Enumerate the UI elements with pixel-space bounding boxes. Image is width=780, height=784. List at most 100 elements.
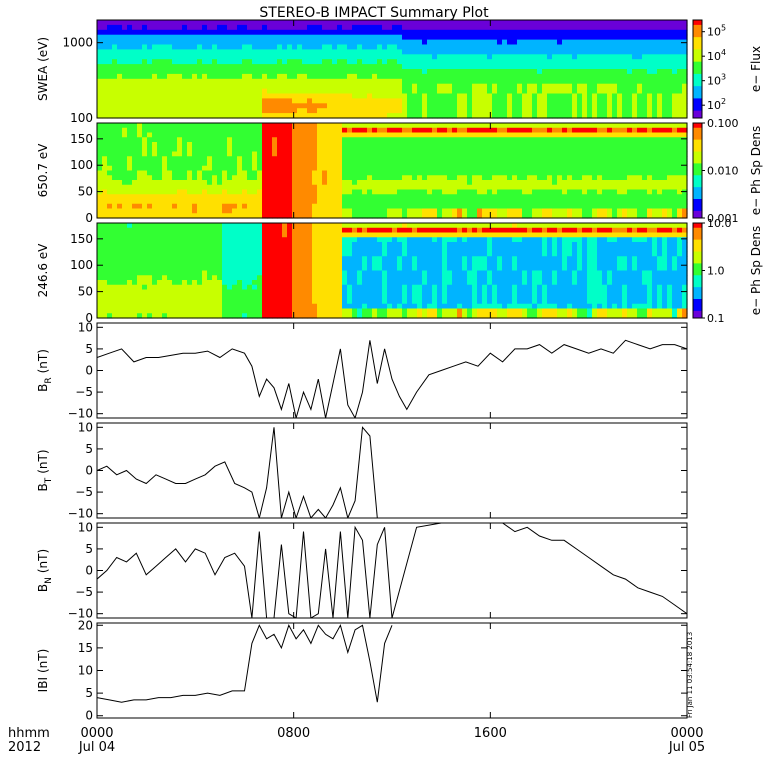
spectrogram-cell — [352, 166, 358, 171]
spectrogram-cell — [132, 142, 138, 147]
spectrogram-cell — [572, 128, 578, 133]
spectrogram-cell — [322, 25, 328, 31]
spectrogram-cell — [192, 142, 198, 147]
spectrogram-cell — [397, 20, 403, 26]
spectrogram-cell — [297, 194, 303, 199]
spectrogram-cell — [467, 199, 473, 204]
spectrogram-cell — [617, 128, 623, 133]
spectrogram-cell — [467, 137, 473, 142]
spectrogram-cell — [202, 171, 208, 176]
spectrogram-cell — [97, 204, 103, 209]
spectrogram-cell — [177, 30, 183, 36]
spectrogram-cell — [472, 98, 478, 104]
spectrogram-cell — [182, 74, 188, 80]
spectrogram-cell — [152, 74, 158, 80]
spectrogram-cell — [312, 74, 318, 80]
spectrogram-cell — [642, 199, 648, 204]
spectrogram-cell — [507, 54, 513, 60]
spectrogram-cell — [367, 180, 373, 185]
spectrogram-cell — [652, 147, 658, 152]
spectrogram-cell — [642, 30, 648, 36]
spectrogram-cell — [147, 25, 153, 31]
spectrogram-cell — [642, 137, 648, 142]
spectrogram-cell — [537, 94, 543, 100]
spectrogram-cell — [422, 128, 428, 133]
spectrogram-cell — [627, 79, 633, 85]
spectrogram-cell — [517, 20, 523, 26]
spectrogram-cell — [117, 74, 123, 80]
spectrogram-cell — [167, 204, 173, 209]
spectrogram-cell — [442, 69, 448, 75]
spectrogram-cell — [127, 89, 133, 95]
spectrogram-cell — [542, 175, 548, 180]
spectrogram-cell — [357, 40, 363, 46]
spectrogram-cell — [172, 161, 178, 166]
spectrogram-cell — [502, 166, 508, 171]
spectrogram-cell — [627, 25, 633, 31]
spectrogram-cell — [647, 156, 653, 161]
spectrogram-cell — [107, 89, 113, 95]
spectrogram-cell — [622, 45, 628, 51]
spectrogram-cell — [672, 180, 678, 185]
spectrogram-cell — [387, 171, 393, 176]
spectrogram-cell — [152, 166, 158, 171]
spectrogram-cell — [407, 94, 413, 100]
spectrogram-cell — [337, 49, 343, 55]
spectrogram-cell — [527, 128, 533, 133]
spectrogram-cell — [582, 147, 588, 152]
spectrogram-cell — [547, 49, 553, 55]
spectrogram-cell — [597, 49, 603, 55]
spectrogram-cell — [367, 74, 373, 80]
spectrogram-cell — [397, 161, 403, 166]
spectrogram-cell — [117, 175, 123, 180]
spectrogram-cell — [302, 35, 308, 41]
spectrogram-cell — [602, 35, 608, 41]
spectrogram-cell — [662, 128, 668, 133]
spectrogram-cell — [607, 180, 613, 185]
spectrogram-cell — [397, 94, 403, 100]
spectrogram-cell — [172, 69, 178, 75]
spectrogram-cell — [587, 128, 593, 133]
spectrogram-cell — [492, 171, 498, 176]
spectrogram-cell — [247, 54, 253, 60]
spectrogram-cell — [277, 175, 283, 180]
spectrogram-cell — [202, 98, 208, 104]
spectrogram-cell — [452, 74, 458, 80]
spectrogram-cell — [182, 190, 188, 195]
spectrogram-cell — [452, 147, 458, 152]
spectrogram-cell — [227, 142, 233, 147]
spectrogram-cell — [152, 209, 158, 214]
spectrogram-cell — [572, 147, 578, 152]
spectrogram-cell — [257, 25, 263, 31]
spectrogram-cell — [672, 128, 678, 133]
spectrogram-cell — [162, 166, 168, 171]
spectrogram-cell — [122, 74, 128, 80]
spectrogram-cell — [522, 142, 528, 147]
spectrogram-cell — [117, 185, 123, 190]
spectrogram-cell — [667, 89, 673, 95]
spectrogram-cell — [112, 133, 118, 138]
spectrogram-cell — [222, 40, 228, 46]
spectrogram-cell — [182, 156, 188, 161]
spectrogram-cell — [332, 166, 338, 171]
spectrogram-cell — [177, 79, 183, 85]
spectrogram-cell — [167, 199, 173, 204]
spectrogram-cell — [557, 89, 563, 95]
spectrogram-cell — [417, 59, 423, 64]
spectrogram-cell — [422, 171, 428, 176]
spectrogram-cell — [107, 237, 113, 242]
spectrogram-cell — [622, 142, 628, 147]
spectrogram-cell — [402, 204, 408, 209]
spectrogram-cell — [542, 79, 548, 85]
spectrogram-cell — [292, 204, 298, 209]
spectrogram-cell — [107, 247, 113, 252]
spectrogram-cell — [157, 49, 163, 55]
spectrogram-cell — [457, 108, 463, 114]
spectrogram-cell — [142, 45, 148, 51]
spectrogram-cell — [542, 123, 548, 128]
spectrogram-cell — [617, 180, 623, 185]
spectrogram-cell — [627, 94, 633, 100]
spectrogram-cell — [662, 152, 668, 157]
spectrogram-cell — [277, 64, 283, 70]
spectrogram-cell — [432, 98, 438, 104]
